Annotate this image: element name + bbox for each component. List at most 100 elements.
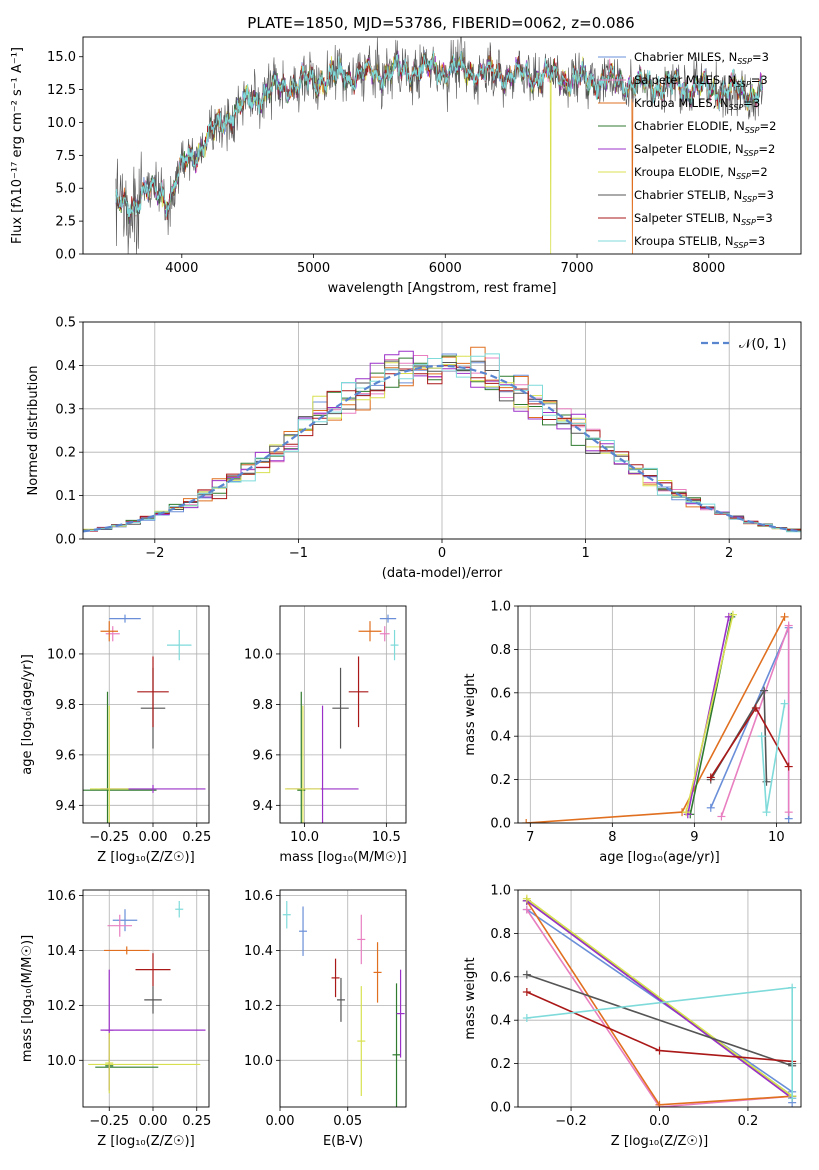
y-axis-label: age [log₁₀(age/yr)] <box>20 654 35 775</box>
panel-age-vs-mass: 10.0 10.5 9.4 9.6 9.8 10.0 mass [log₁₀(M/M☉)] <box>244 605 407 865</box>
legend-entry: Salpeter MILES, NSSP=3 <box>634 73 768 89</box>
legend-tail: =2 <box>760 119 777 133</box>
legend-tail: =2 <box>758 142 775 156</box>
y-tick-label: 0.4 <box>490 730 511 745</box>
spectrum-line-kroupa-stelib <box>115 50 763 218</box>
y-tick-label: 12.5 <box>47 83 76 98</box>
weight-line-salpeter-stelib <box>710 706 790 778</box>
y-tick-label: 10.6 <box>244 889 273 904</box>
x-tick-label: 4000 <box>165 261 198 276</box>
y-tick-label: 10.0 <box>244 647 273 662</box>
legend-subscript: SSP <box>745 126 760 135</box>
y-axis-label: mass weight <box>463 673 478 755</box>
x-tick-label: 1 <box>581 546 589 561</box>
y-tick-label: 10.2 <box>47 999 76 1014</box>
legend-entry: Chabrier STELIB, NSSP=3 <box>634 188 774 204</box>
x-tick-label: 10 <box>768 830 785 845</box>
y-tick-label: 0.1 <box>55 489 76 504</box>
x-tick-label: 0.25 <box>182 1114 211 1129</box>
plot-area-mass-vs-Z <box>88 900 206 1094</box>
legend-subscript: SSP <box>744 149 759 158</box>
weight-line-kroupa-elodie <box>685 614 734 813</box>
weight-line-salpeter-elodie <box>526 900 793 1099</box>
panel-residuals: −2 −1 0 1 2 0.0 0.1 0.2 0.3 0.4 0.5 (data-model)/er… <box>26 316 802 581</box>
x-tick-label: 0.05 <box>333 1114 362 1129</box>
axes-frame <box>82 36 802 255</box>
x-tick-label: −0.2 <box>555 1114 587 1129</box>
y-tick-label: 0.0 <box>490 1101 511 1116</box>
x-tick-label: 2 <box>725 546 733 561</box>
normal-reference-curve <box>83 364 801 533</box>
plot-area-weight-vs-Z <box>522 894 797 1107</box>
x-tick-label: 0.0 <box>649 1114 670 1129</box>
x-axis-label: Z [log₁₀(Z/Z☉)] <box>97 850 194 865</box>
panels-layer: 4000 5000 6000 7000 80000.02.55.07.510.012.5… <box>10 36 802 1149</box>
x-tick-label: −0.25 <box>89 1114 129 1129</box>
legend-entry: Kroupa MILES, NSSP=3 <box>634 96 760 112</box>
y-tick-label: 9.4 <box>55 799 76 814</box>
axes-frame <box>82 889 210 1108</box>
legend-subscript: SSP <box>737 57 752 66</box>
y-axis-label: Flux [fλ10⁻¹⁷ erg cm⁻² s⁻¹ A⁻¹] <box>10 47 25 244</box>
x-tick-label: 0.2 <box>738 1114 759 1129</box>
panel-weight-vs-Z: −0.2 0.0 0.2 0.0 0.2 0.4 0.6 0.8 1.0 Z [log₁₀(Z/Z… <box>463 884 802 1149</box>
panel-weight-vs-age: 7 8 9 10 0.0 0.2 0.4 0.6 0.8 1.0 age [log₁₀(age/yr… <box>463 600 802 865</box>
y-tick-label: 10.4 <box>47 944 76 959</box>
legend-tail: =3 <box>752 50 769 64</box>
legend-label: Salpeter ELODIE, N <box>634 142 744 156</box>
panel-mass-vs-ebv: 0.00 0.05 10.0 10.2 10.4 10.6 E(B-V) <box>244 889 407 1149</box>
x-tick-label: −1 <box>289 546 308 561</box>
x-tick-label: 10.0 <box>290 830 319 845</box>
y-tick-label: 2.5 <box>55 215 76 230</box>
legend-tail: =3 <box>751 73 768 87</box>
y-tick-label: 0.5 <box>55 316 76 331</box>
legend-subscript: SSP <box>741 218 756 227</box>
y-tick-label: 0.4 <box>55 359 76 374</box>
y-tick-label: 0.6 <box>490 970 511 985</box>
legend-tail: =3 <box>748 234 765 248</box>
axes-frame <box>517 889 802 1108</box>
y-axis-label: mass [log₁₀(M/M☉)] <box>20 935 35 1062</box>
x-axis-label: (data-model)/error <box>382 566 503 581</box>
weight-line-kroupa-elodie <box>526 898 793 1097</box>
axes-frame <box>82 321 802 540</box>
y-tick-label: 9.4 <box>252 799 273 814</box>
y-tick-label: 0.2 <box>55 446 76 461</box>
x-tick-label: 7000 <box>560 261 593 276</box>
x-axis-label: age [log₁₀(age/yr)] <box>599 850 720 865</box>
legend-tail: =2 <box>751 165 768 179</box>
y-tick-label: 1.0 <box>490 884 511 899</box>
x-tick-label: 0.25 <box>182 830 211 845</box>
y-tick-label: 10.4 <box>244 944 273 959</box>
legend-tail: =3 <box>757 188 774 202</box>
weight-line-salpeter-miles <box>720 625 790 817</box>
legend-label: Chabrier MILES, N <box>634 50 737 64</box>
plot-area-weight-vs-age <box>522 610 793 823</box>
axes-frame <box>82 605 210 824</box>
y-tick-label: 0.3 <box>55 402 76 417</box>
legend-subscript: SSP <box>734 241 749 250</box>
x-tick-label: 9 <box>690 830 698 845</box>
y-tick-label: 9.6 <box>252 748 273 763</box>
legend-tail: =3 <box>743 96 760 110</box>
y-tick-label: 10.6 <box>47 889 76 904</box>
legend-label: Kroupa MILES, N <box>634 96 729 110</box>
x-tick-label: 5000 <box>297 261 330 276</box>
legend-entry: Kroupa STELIB, NSSP=3 <box>634 234 765 250</box>
y-tick-label: 0.0 <box>55 248 76 263</box>
y-tick-label: 0.6 <box>490 686 511 701</box>
y-tick-label: 0.8 <box>490 927 511 942</box>
x-tick-label: 8 <box>608 830 616 845</box>
plot-area-age-vs-mass <box>284 614 399 823</box>
y-tick-label: 0.4 <box>490 1014 511 1029</box>
x-tick-label: 0.00 <box>266 1114 295 1129</box>
x-tick-label: 0.00 <box>139 830 168 845</box>
x-tick-label: 7 <box>526 830 534 845</box>
y-axis-label: mass weight <box>463 957 478 1039</box>
y-tick-label: 10.0 <box>47 1054 76 1069</box>
x-axis-label: wavelength [Angstrom, rest frame] <box>328 281 557 296</box>
figure-title: PLATE=1850, MJD=53786, FIBERID=0062, z=0… <box>247 14 634 32</box>
plot-area-age-vs-Z <box>83 614 206 823</box>
panel-mass-vs-Z: −0.25 0.00 0.25 10.0 10.2 10.4 10.6 Z [log₁₀(Z/… <box>20 889 211 1149</box>
